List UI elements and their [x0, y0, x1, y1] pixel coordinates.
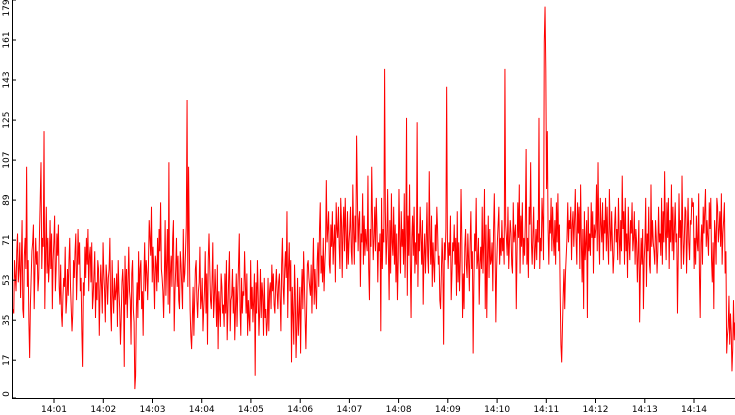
- y-tick-label: 143: [2, 71, 12, 88]
- y-tick-label: 17: [2, 354, 12, 365]
- x-tick-label: 14:05: [238, 405, 264, 415]
- x-axis: 14:01 14:02 14:03 14:04 14:05 14:06 14:07 14:08…: [12, 398, 735, 415]
- y-tick-label: 161: [2, 31, 12, 48]
- x-tick-label: 14:09: [435, 405, 461, 415]
- y-tick-label: 125: [2, 112, 12, 129]
- y-tick-label: 89: [2, 194, 12, 206]
- x-tick-label: 14:07: [336, 405, 362, 415]
- x-tick-label: 14:14: [681, 405, 707, 415]
- x-tick-label: 14:13: [632, 405, 658, 415]
- y-tick-label: 179: [2, 0, 12, 17]
- x-ticks: 14:01 14:02 14:03 14:04 14:05 14:06 14:07 14:08…: [41, 398, 707, 415]
- y-ticks: 0 17 35 53 71 89 107 125 143 161 179: [2, 0, 16, 399]
- x-tick-label: 14:08: [386, 405, 412, 415]
- y-tick-label: 35: [2, 314, 12, 325]
- x-tick-label: 14:12: [583, 405, 609, 415]
- y-tick-label: 53: [2, 274, 12, 285]
- x-tick-label: 14:06: [287, 405, 313, 415]
- y-axis: 0 17 35 53 71 89 107 125 143 161 179: [2, 0, 16, 399]
- series-line: [12, 6, 735, 390]
- x-tick-label: 14:10: [484, 405, 510, 415]
- x-tick-label: 14:11: [533, 405, 559, 415]
- x-tick-label: 14:01: [41, 405, 67, 415]
- x-tick-label: 14:02: [90, 405, 116, 415]
- y-tick-label: 0: [2, 391, 12, 397]
- x-tick-label: 14:04: [189, 405, 215, 415]
- x-tick-label: 14:03: [140, 405, 166, 415]
- y-tick-label: 107: [2, 152, 12, 169]
- plot-area: [12, 6, 735, 390]
- y-tick-label: 71: [2, 234, 12, 245]
